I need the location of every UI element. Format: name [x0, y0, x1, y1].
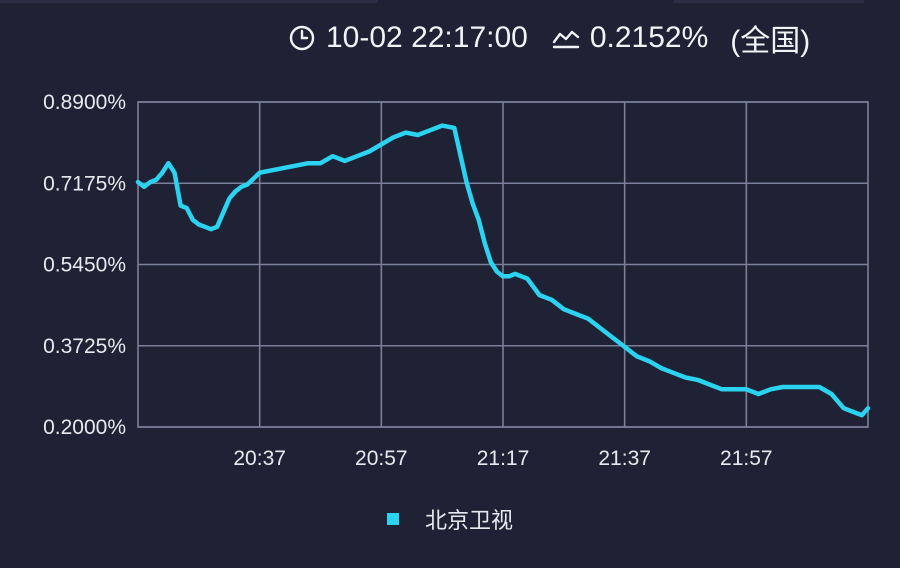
- x-tick-label: 21:17: [477, 447, 530, 470]
- legend-swatch: [386, 513, 399, 525]
- legend-label: 北京卫视: [424, 508, 513, 533]
- x-tick-label: 20:57: [355, 447, 408, 470]
- y-tick-label: 0.3725%: [43, 335, 126, 358]
- y-tick-label: 0.2000%: [43, 416, 126, 439]
- timestamp: 10-02 22:17:00: [326, 21, 528, 54]
- header-bar: 10-02 22:17:00 0.2152% (全国): [288, 18, 850, 58]
- rating-scope: (全国): [730, 25, 811, 58]
- plot-frame: [137, 101, 869, 428]
- x-tick-label: 20:37: [233, 447, 286, 470]
- series-line: [135, 123, 871, 418]
- clock-icon: [288, 24, 316, 52]
- y-tick-label: 0.5450%: [43, 254, 126, 277]
- chart-legend[interactable]: 北京卫视: [0, 503, 900, 535]
- top-strip-left: [0, 0, 378, 3]
- x-tick-label: 21:37: [598, 447, 651, 470]
- y-tick-label: 0.7175%: [43, 172, 126, 195]
- trend-line-icon: [552, 26, 580, 50]
- y-tick-label: 0.8900%: [43, 91, 126, 114]
- x-tick-label: 21:57: [720, 447, 773, 470]
- top-strip-right: [674, 0, 864, 3]
- current-rating: 0.2152%: [589, 21, 709, 54]
